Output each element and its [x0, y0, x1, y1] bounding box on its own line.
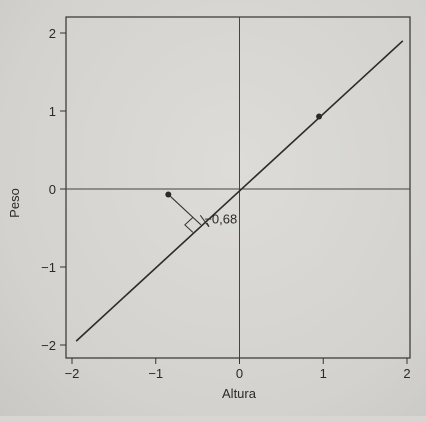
x-tick-label: 0 — [236, 366, 243, 381]
right-angle-marker — [184, 217, 194, 233]
x-axis-ticks: −2 −1 0 1 2 — [65, 358, 411, 381]
y-tick-label: 2 — [49, 26, 56, 41]
data-point — [316, 113, 323, 120]
y-tick-label: −1 — [41, 260, 56, 275]
annotation-leader — [199, 215, 210, 228]
x-tick-label: −1 — [148, 366, 163, 381]
x-axis-title: Altura — [222, 386, 257, 401]
data-point — [165, 191, 172, 198]
y-axis-title: Peso — [7, 188, 22, 218]
x-tick-label: −2 — [65, 366, 80, 381]
y-tick-label: 0 — [49, 182, 56, 197]
regression-line — [75, 40, 404, 342]
projection-annotation: −0,68 — [204, 211, 237, 226]
projection-segment — [167, 194, 202, 226]
plot-frame — [65, 16, 411, 359]
y-tick-label: −2 — [41, 338, 56, 353]
data-points — [165, 113, 323, 198]
x-tick-label: 2 — [403, 366, 410, 381]
y-axis-ticks: −2 −1 0 1 2 — [41, 26, 66, 353]
projection-group — [167, 194, 210, 233]
regression-line-group — [75, 40, 404, 342]
y-tick-label: 1 — [49, 104, 56, 119]
x-tick-label: 1 — [320, 366, 327, 381]
reference-lines — [66, 17, 410, 358]
